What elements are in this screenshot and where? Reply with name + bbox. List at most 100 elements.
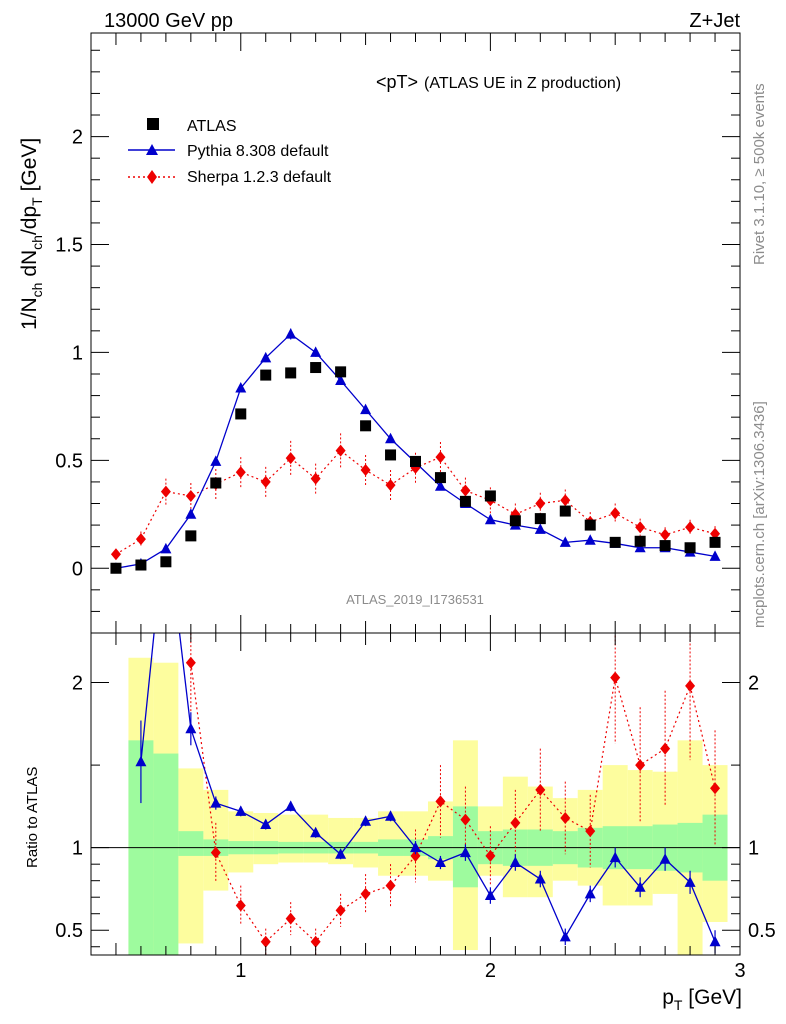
sherpa-ratio-point [435, 795, 446, 808]
sherpa-point [385, 479, 396, 492]
sherpa-ratio-point [310, 935, 321, 948]
sherpa-ratio-point [710, 782, 721, 795]
atlas-data-point [335, 366, 347, 378]
sherpa-point [635, 521, 646, 534]
sherpa-point [610, 507, 621, 520]
sherpa-point [560, 494, 571, 507]
pythia-ratio-point [210, 797, 222, 808]
sherpa-ratio-point [410, 849, 421, 862]
x-tick-label: 2 [485, 960, 496, 982]
atlas-data-point [659, 540, 671, 552]
sherpa-ratio-point [385, 879, 396, 892]
sherpa-ratio-point [210, 846, 221, 859]
sherpa-ratio-point [660, 742, 671, 755]
ratio-y-tick-label-left: 0.5 [55, 920, 83, 942]
sherpa-point [360, 464, 371, 477]
pythia-ratio-point [185, 722, 197, 734]
pythia-ratio-point [285, 800, 297, 811]
sherpa-point [710, 527, 721, 540]
pythia-point [185, 508, 197, 519]
sherpa-ratio-point [335, 904, 346, 917]
green-uncertainty-band [153, 753, 179, 955]
sherpa-point [335, 444, 346, 457]
sherpa-point [135, 533, 146, 546]
pythia-ratio-point [310, 826, 322, 838]
process-label: Z+Jet [689, 10, 740, 32]
ratio-y-tick-label-left: 1 [72, 838, 83, 860]
plot-title-main: <pT> [376, 72, 418, 92]
main-y-tick-label: 2 [72, 127, 83, 149]
pythia-ratio-point [509, 856, 521, 868]
sherpa-ratio-line [190, 662, 716, 943]
pythia-point [160, 542, 172, 554]
sherpa-ratio-point [460, 813, 471, 826]
pythia-ratio-point [434, 856, 446, 868]
sherpa-point [685, 521, 696, 534]
pythia-ratio-point [659, 853, 671, 864]
atlas-data-point [410, 455, 421, 467]
atlas-data-point [709, 536, 721, 548]
pythia-point [335, 374, 347, 385]
atlas-data-point [210, 477, 222, 489]
atlas-data-point [484, 490, 496, 502]
main-y-tick-label: 1.5 [55, 235, 83, 257]
pythia-ratio-point [609, 851, 621, 863]
main-panel-marks [110, 328, 721, 574]
pythia-ratio-point [135, 755, 147, 767]
legend-sherpa-marker [147, 170, 157, 184]
pythia-ratio-point [335, 848, 347, 859]
pythia-ratio-point [684, 876, 696, 887]
sherpa-ratio-point [185, 656, 196, 669]
sherpa-ratio-point [360, 887, 371, 900]
sherpa-ratio-point [685, 679, 696, 692]
pythia-ratio-point [410, 841, 421, 853]
atlas-data-point [260, 369, 272, 381]
atlas-data-point [385, 449, 397, 461]
ratio-y-axis-label: Ratio to ATLAS [24, 767, 41, 868]
yellow-uncertainty-band [278, 814, 304, 863]
sherpa-point [160, 485, 171, 498]
pythia-point [285, 328, 297, 339]
pythia-point [360, 403, 372, 415]
atlas-data-point [235, 408, 247, 420]
sherpa-point [260, 475, 271, 488]
atlas-data-point [634, 535, 646, 547]
legend-atlas-marker [147, 118, 159, 130]
ratio-y-tick-label-right: 2 [748, 673, 759, 695]
pythia-point [434, 480, 446, 491]
sherpa-ratio-point [585, 825, 596, 838]
sherpa-ratio-point [510, 816, 521, 829]
pythia-ratio-point [235, 805, 247, 816]
pythia-point [385, 432, 397, 444]
sherpa-ratio-point [535, 783, 546, 796]
pythia-ratio-point [534, 873, 546, 884]
x-tick-label: 3 [734, 960, 745, 982]
sherpa-ratio-point [485, 849, 496, 862]
analysis-id-label: ATLAS_2019_I1736531 [346, 592, 484, 607]
main-y-tick-label: 0.5 [55, 450, 83, 472]
atlas-data-point [609, 536, 621, 548]
pythia-ratio-point [709, 935, 721, 947]
pythia-point [235, 382, 247, 393]
pythia-point [584, 534, 596, 545]
rivet-version-label: Rivet 3.1.10, ≥ 500k events [751, 83, 768, 265]
sherpa-point [435, 451, 446, 464]
main-y-axis-label: 1/Nch dNch/dpT [GeV] [18, 138, 45, 330]
x-tick-label: 1 [235, 960, 246, 982]
pythia-point [260, 351, 272, 363]
main-y-tick-label: 1 [72, 342, 83, 364]
atlas-data-point [509, 515, 521, 527]
legend-pythia-label: Pythia 8.308 default [187, 143, 329, 160]
sherpa-ratio-point [610, 671, 621, 684]
x-axis-label: pT [GeV] [662, 986, 742, 1013]
ratio-y-tick-label-right: 0.5 [748, 920, 776, 942]
plot-title-sub: (ATLAS UE in Z production) [424, 75, 621, 92]
pythia-point [634, 541, 646, 553]
ratio-y-tick-label-right: 1 [748, 838, 759, 860]
main-y-tick-label: 0 [72, 558, 83, 580]
sherpa-ratio-point [285, 912, 296, 925]
pythia-ratio-point [634, 881, 646, 892]
atlas-data-point [434, 472, 446, 484]
pythia-point [709, 550, 721, 561]
mcplots-label: mcplots.cern.ch [arXiv:1306.3436] [751, 401, 768, 628]
